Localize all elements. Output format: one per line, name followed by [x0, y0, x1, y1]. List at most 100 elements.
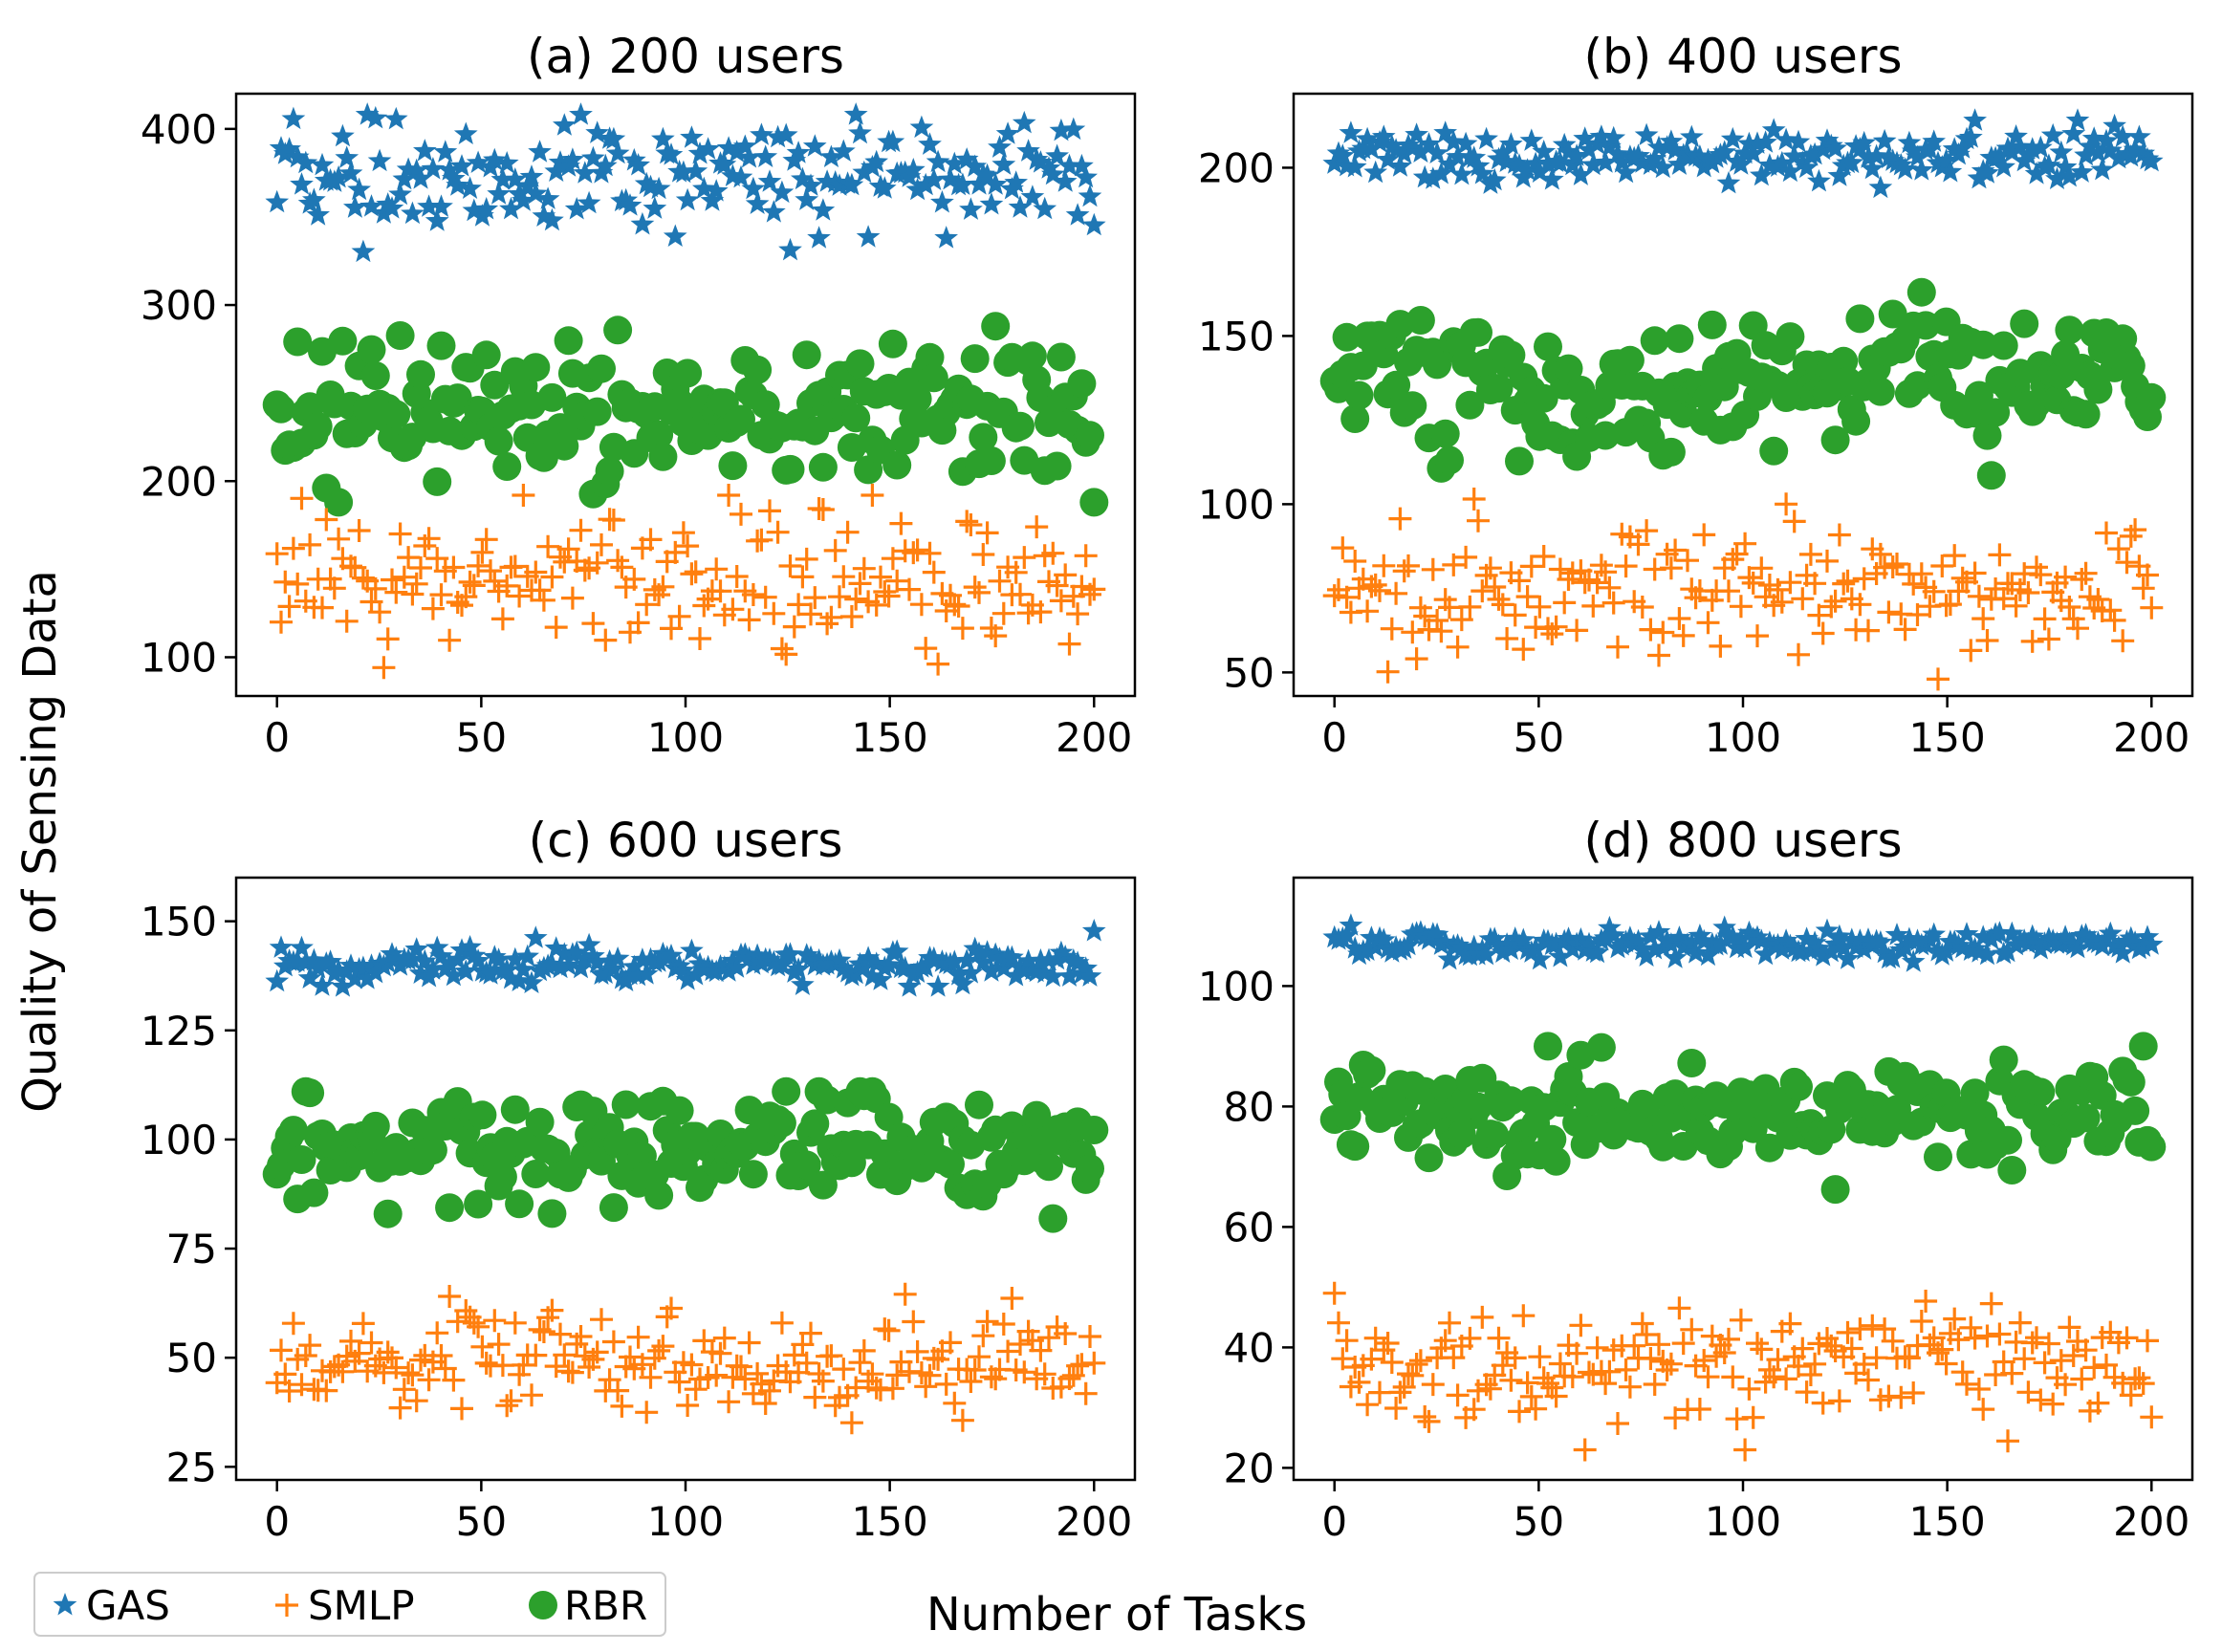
series-rbr: [1319, 1032, 2167, 1205]
data-point-smlp: [1544, 615, 1568, 639]
data-point-gas: [2139, 148, 2164, 172]
data-point-gas: [1425, 922, 1449, 946]
data-point-gas: [425, 935, 449, 959]
data-point-smlp: [991, 1313, 1015, 1336]
data-point-rbr: [882, 450, 912, 480]
data-point-smlp: [2111, 1371, 2135, 1395]
data-point-smlp: [1770, 590, 1794, 614]
y-tick-label: 50: [166, 1335, 217, 1381]
data-point-smlp: [950, 617, 974, 641]
data-point-gas: [856, 946, 881, 968]
data-point-smlp: [1934, 1352, 1958, 1376]
data-point-smlp: [753, 1392, 777, 1415]
data-point-rbr: [360, 1111, 390, 1141]
data-point-gas: [1528, 160, 1552, 183]
data-point-rbr: [1981, 398, 2011, 427]
data-point-smlp: [1446, 1383, 1470, 1407]
data-point-gas: [2110, 941, 2135, 964]
data-point-smlp: [1442, 1346, 1466, 1370]
data-point-gas: [1737, 920, 1761, 944]
data-point-smlp: [1741, 571, 1765, 595]
data-point-gas: [839, 172, 864, 196]
data-point-rbr: [1405, 306, 1435, 335]
data-point-gas: [1342, 155, 1367, 178]
data-point-smlp: [2054, 1373, 2078, 1397]
data-point-smlp: [1798, 1363, 1822, 1386]
data-point-smlp: [799, 1321, 822, 1345]
data-point-rbr: [738, 1160, 768, 1189]
data-point-smlp: [1950, 566, 1974, 590]
data-point-smlp: [1598, 576, 1622, 599]
data-point-smlp: [2008, 1311, 2032, 1335]
data-point-smlp: [730, 1355, 752, 1379]
data-point-smlp: [1429, 620, 1453, 643]
data-point-gas: [732, 134, 757, 157]
data-point-gas: [1429, 162, 1453, 185]
data-point-gas: [577, 190, 601, 214]
data-point-gas: [954, 147, 979, 170]
data-point-gas: [1437, 946, 1462, 970]
data-point-gas: [1078, 184, 1102, 207]
data-point-gas: [1405, 122, 1428, 145]
data-point-gas: [1807, 936, 1831, 959]
data-point-gas: [807, 947, 831, 971]
data-point-smlp: [376, 1340, 400, 1364]
data-point-gas: [1376, 147, 1400, 170]
data-point-smlp: [1515, 1371, 1539, 1395]
data-point-gas: [1667, 152, 1691, 175]
data-point-gas: [2094, 128, 2119, 152]
data-point-smlp: [2016, 1380, 2040, 1404]
data-point-smlp: [298, 533, 322, 556]
data-point-smlp: [487, 1333, 511, 1357]
data-point-smlp: [524, 1343, 548, 1367]
data-point-rbr: [521, 1160, 551, 1188]
data-point-smlp: [1499, 1368, 1523, 1392]
data-point-gas: [954, 948, 979, 971]
data-point-gas: [1815, 918, 1840, 942]
x-tick-label: 200: [2113, 714, 2189, 761]
data-point-gas: [601, 126, 626, 150]
data-point-gas: [1988, 921, 2012, 944]
data-point-smlp: [1803, 572, 1827, 596]
data-point-smlp: [1438, 596, 1461, 620]
series-smlp: [265, 484, 1106, 680]
data-point-gas: [778, 942, 802, 965]
data-point-gas: [1523, 936, 1548, 960]
data-point-gas: [2139, 932, 2164, 955]
data-point-gas: [437, 158, 462, 181]
data-point-rbr: [2137, 1132, 2167, 1162]
data-point-smlp: [322, 576, 346, 600]
data-point-gas: [1548, 945, 1573, 967]
data-point-smlp: [971, 1324, 995, 1348]
data-point-smlp: [311, 596, 334, 620]
data-point-gas: [2081, 126, 2106, 149]
data-point-smlp: [968, 580, 991, 604]
data-point-gas: [351, 239, 376, 263]
data-point-gas: [523, 181, 548, 205]
data-point-smlp: [2106, 537, 2130, 561]
data-point-gas: [507, 182, 532, 205]
data-point-gas: [750, 122, 773, 145]
data-point-smlp: [1848, 593, 1872, 617]
data-point-gas: [1487, 933, 1511, 956]
data-point-smlp: [1601, 591, 1625, 615]
data-point-smlp: [1503, 603, 1527, 627]
data-point-smlp: [787, 593, 811, 617]
data-point-gas: [1081, 919, 1106, 942]
data-point-smlp: [1413, 604, 1437, 628]
data-point-gas: [1453, 131, 1478, 155]
data-point-smlp: [1368, 1380, 1391, 1404]
data-point-gas: [1881, 946, 1906, 968]
data-point-rbr: [603, 315, 633, 345]
data-point-gas: [2123, 137, 2147, 161]
data-point-gas: [2131, 141, 2155, 164]
data-point-gas: [1421, 166, 1446, 189]
data-point-smlp: [1857, 619, 1880, 642]
data-point-smlp: [1667, 1296, 1691, 1320]
data-point-gas: [408, 961, 433, 984]
data-point-smlp: [1963, 561, 1987, 585]
legend-item-gas: GAS: [53, 1582, 170, 1629]
data-point-gas: [2065, 108, 2090, 131]
x-tick-label: 0: [264, 1498, 290, 1545]
data-point-smlp: [2000, 1361, 2024, 1385]
